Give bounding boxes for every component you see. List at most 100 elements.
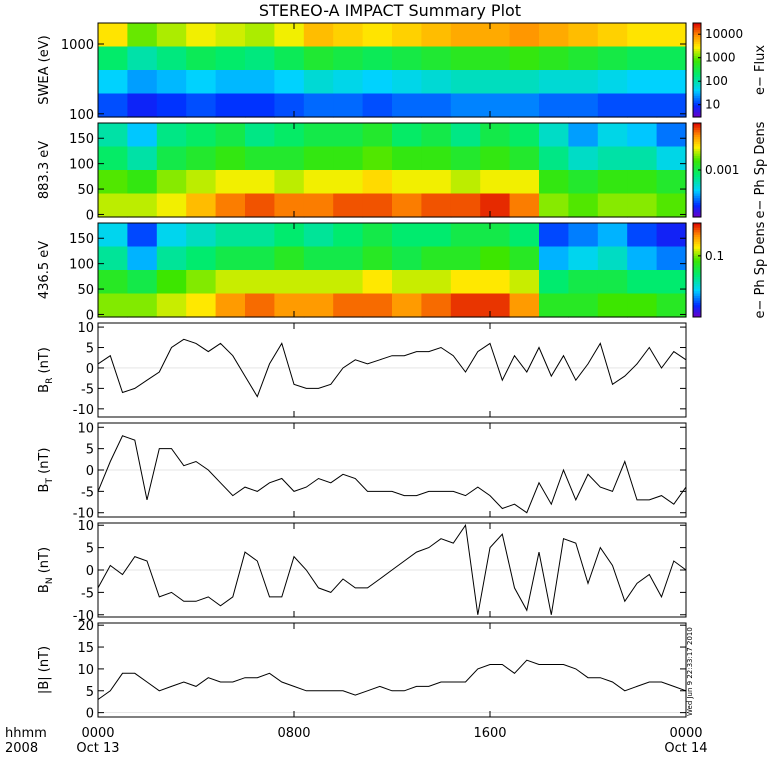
- swea-cell: [480, 46, 511, 71]
- colorbar-segment: [693, 146, 701, 150]
- pad436-cell: [186, 246, 217, 271]
- colorbar-segment: [693, 295, 701, 299]
- pad436-frame: [97, 222, 687, 318]
- pad436-cell: [333, 223, 364, 248]
- y-tick-label: 100: [69, 258, 94, 273]
- colorbar-segment: [693, 202, 701, 206]
- colorbar-segment: [693, 255, 701, 259]
- swea-cell: [215, 23, 246, 48]
- pad883-cell: [597, 193, 628, 218]
- plot-title: STEREO-A IMPACT Summary Plot: [259, 1, 521, 20]
- swea-cell: [597, 70, 628, 95]
- colorbar-segment: [693, 86, 701, 90]
- y-tick-label: 150: [69, 132, 94, 147]
- swea-cell: [627, 23, 658, 48]
- pad436-cell: [656, 246, 687, 271]
- pad883-cell: [333, 123, 364, 148]
- B-panel: 20 15 10 5 0 |B| (nT): [37, 619, 687, 722]
- pad436-cell: [509, 246, 540, 271]
- colorbar-segment: [693, 253, 701, 257]
- pad883-panel: 0.001 e− Ph Sp Dens 150 100 50 0 883.3 eV: [37, 121, 768, 223]
- pad436-cell: [127, 270, 158, 295]
- swea-cell: [127, 93, 158, 118]
- swea-colorbar-label: e− Flux: [753, 45, 768, 95]
- pad436-cell: [392, 246, 422, 271]
- swea-cell: [333, 46, 364, 71]
- pad436-cell: [245, 293, 275, 318]
- pad883-cell: [568, 170, 599, 195]
- pad436-cell: [597, 223, 628, 248]
- pad436-cell: [509, 270, 540, 295]
- colorbar-frame: [692, 222, 702, 318]
- colorbar-segment: [693, 74, 701, 78]
- colorbar-segment: [693, 25, 701, 29]
- colorbar-segment: [693, 272, 701, 276]
- swea-cell: [421, 93, 452, 118]
- colorbar-segment: [693, 291, 701, 294]
- pad436-cell: [509, 223, 540, 248]
- colorbar-segment: [693, 39, 701, 43]
- pad436-cell: [98, 270, 128, 295]
- pad436-cell: [98, 223, 128, 248]
- y-tick-label: 1000: [61, 38, 94, 53]
- x-tick-0800: 0800: [277, 726, 310, 741]
- BT-y-label: BT (nT): [37, 448, 55, 493]
- colorbar-segment: [693, 170, 701, 173]
- swea-cell: [303, 70, 334, 95]
- y-tick-label: 10: [77, 421, 94, 436]
- swea-cell: [303, 93, 334, 118]
- pad883-cell: [656, 123, 687, 148]
- pad883-colorbar: 0.001 e− Ph Sp Dens: [692, 121, 768, 218]
- pad883-cell: [627, 123, 658, 148]
- pad883-cell: [303, 146, 334, 171]
- colorbar-segment: [693, 65, 701, 69]
- colorbar-segment: [693, 284, 701, 287]
- pad883-cell: [215, 193, 246, 218]
- pad883-cell: [421, 146, 452, 171]
- colorbar-segment: [693, 248, 701, 252]
- colorbar-segment: [693, 30, 701, 33]
- swea-cell: [450, 23, 481, 48]
- pad436-cell: [127, 246, 158, 271]
- pad436-cell: [597, 293, 628, 318]
- swea-cell: [245, 46, 275, 71]
- y-tick-label: 50: [77, 283, 94, 298]
- colorbar-segment: [693, 23, 701, 26]
- colorbar-segment: [693, 105, 701, 109]
- pad883-cell: [245, 170, 275, 195]
- pad883-cell: [597, 123, 628, 148]
- x-date-end: Oct 14: [664, 741, 707, 756]
- swea-frame: [97, 22, 687, 118]
- swea-cell: [186, 70, 217, 95]
- colorbar-segment: [693, 305, 701, 309]
- pad436-cell: [156, 293, 187, 318]
- colorbar-segment: [693, 212, 701, 216]
- pad436-cell: [215, 293, 246, 318]
- colorbar-frame: [692, 22, 702, 118]
- swea-cell: [392, 46, 422, 71]
- pad436-cell: [568, 293, 599, 318]
- colorbar-segment: [693, 37, 701, 40]
- y-tick-label: -5: [81, 485, 94, 500]
- y-tick-label: 0: [86, 707, 94, 722]
- swea-cell: [303, 46, 334, 71]
- swea-cell: [509, 70, 540, 95]
- y-tick-label: 50: [77, 183, 94, 198]
- pad436-cell: [627, 293, 658, 318]
- swea-cell: [156, 23, 187, 48]
- pad436-cell: [274, 293, 305, 318]
- swea-y-label: SWEA (eV): [37, 35, 52, 104]
- BN-panel: 10 5 0 -5 -10 BN (nT): [37, 519, 687, 624]
- colorbar-tick-label: 100: [705, 74, 728, 88]
- pad436-cell: [392, 293, 422, 318]
- colorbar-segment: [693, 186, 701, 190]
- BN-y-label: BN (nT): [37, 547, 55, 593]
- swea-cell: [627, 93, 658, 118]
- colorbar-segment: [693, 232, 701, 236]
- pad436-cell: [656, 223, 687, 248]
- colorbar-segment: [693, 179, 701, 183]
- colorbar-segment: [693, 141, 701, 145]
- pad436-cell: [303, 293, 334, 318]
- y-tick-label: 0: [86, 208, 94, 223]
- y-tick-label: 100: [69, 108, 94, 123]
